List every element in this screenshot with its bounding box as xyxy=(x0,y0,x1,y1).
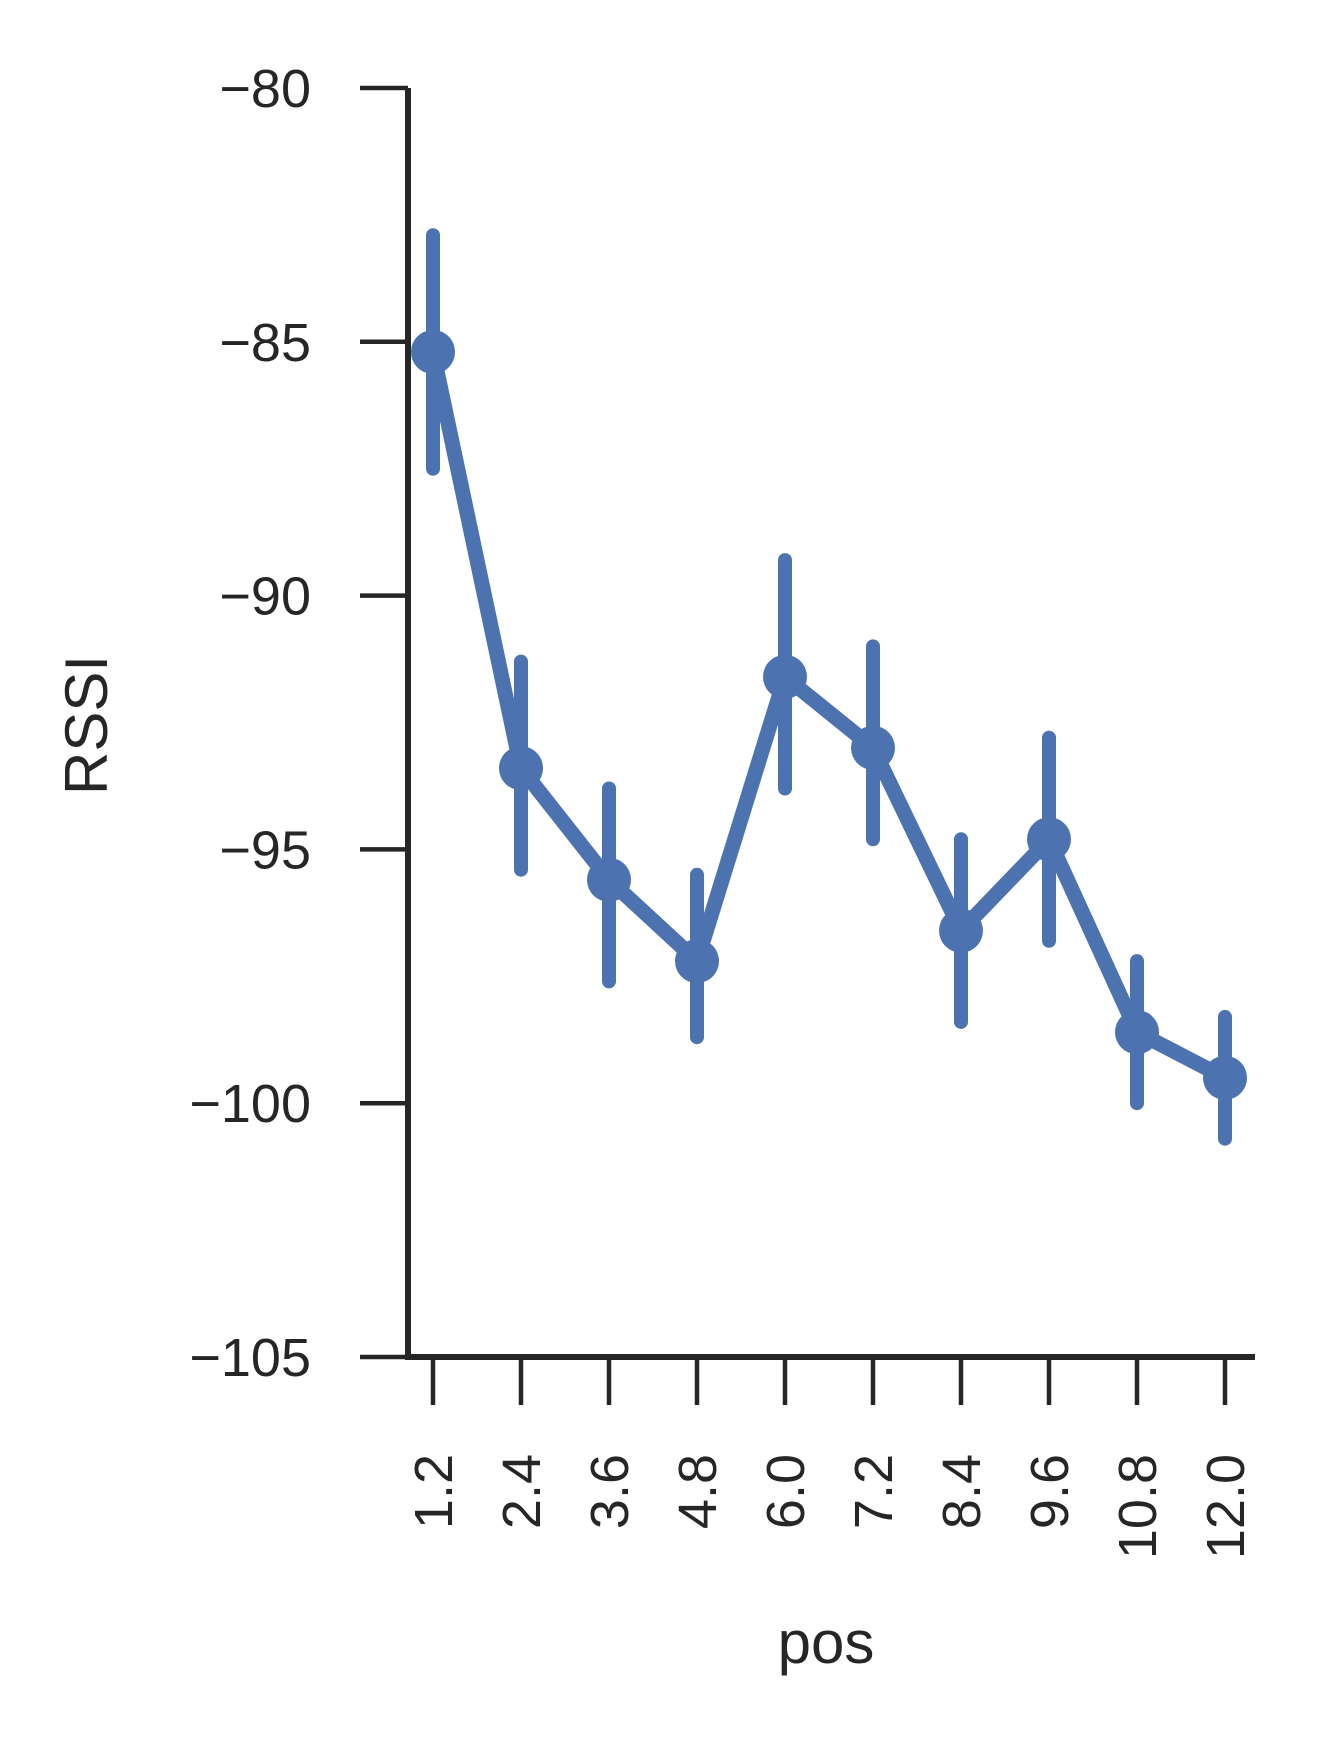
y-tick-label: −95 xyxy=(219,820,311,880)
data-point xyxy=(851,725,895,770)
x-axis-label: pos xyxy=(778,1609,875,1676)
x-tick-label: 10.8 xyxy=(1108,1454,1168,1559)
plot-area xyxy=(411,228,1247,1146)
series-line xyxy=(425,344,1233,1086)
y-tick-label: −85 xyxy=(219,313,311,373)
x-tick-label: 8.4 xyxy=(932,1454,992,1529)
y-tick-label: −80 xyxy=(219,59,311,119)
data-point xyxy=(1203,1055,1247,1100)
x-tick-label: 6.0 xyxy=(756,1454,816,1529)
y-tick-label: −100 xyxy=(189,1074,311,1134)
x-tick-label: 9.6 xyxy=(1020,1454,1080,1529)
x-tick-label: 3.6 xyxy=(580,1454,640,1529)
data-point xyxy=(1027,817,1071,862)
data-point xyxy=(675,939,719,984)
x-tick-label: 1.2 xyxy=(404,1454,464,1529)
data-point xyxy=(763,654,807,699)
data-point xyxy=(587,857,631,902)
data-point xyxy=(411,329,455,374)
x-tick-label: 4.8 xyxy=(668,1454,728,1529)
data-point xyxy=(939,908,983,953)
x-tick-label: 2.4 xyxy=(492,1454,552,1529)
y-tick-label: −90 xyxy=(219,567,311,627)
y-tick-label: −105 xyxy=(189,1328,311,1388)
y-axis-label: RSSI xyxy=(53,655,120,795)
axes: −80 −85 −90 −95 −100 −105 1.2 2.4 3.6 4.8 6.0 7.2 8.… xyxy=(189,59,1256,1559)
x-tick-label: 7.2 xyxy=(844,1454,904,1529)
data-point xyxy=(499,746,543,791)
data-point xyxy=(1115,1010,1159,1055)
x-tick-label: 12.0 xyxy=(1196,1454,1256,1559)
